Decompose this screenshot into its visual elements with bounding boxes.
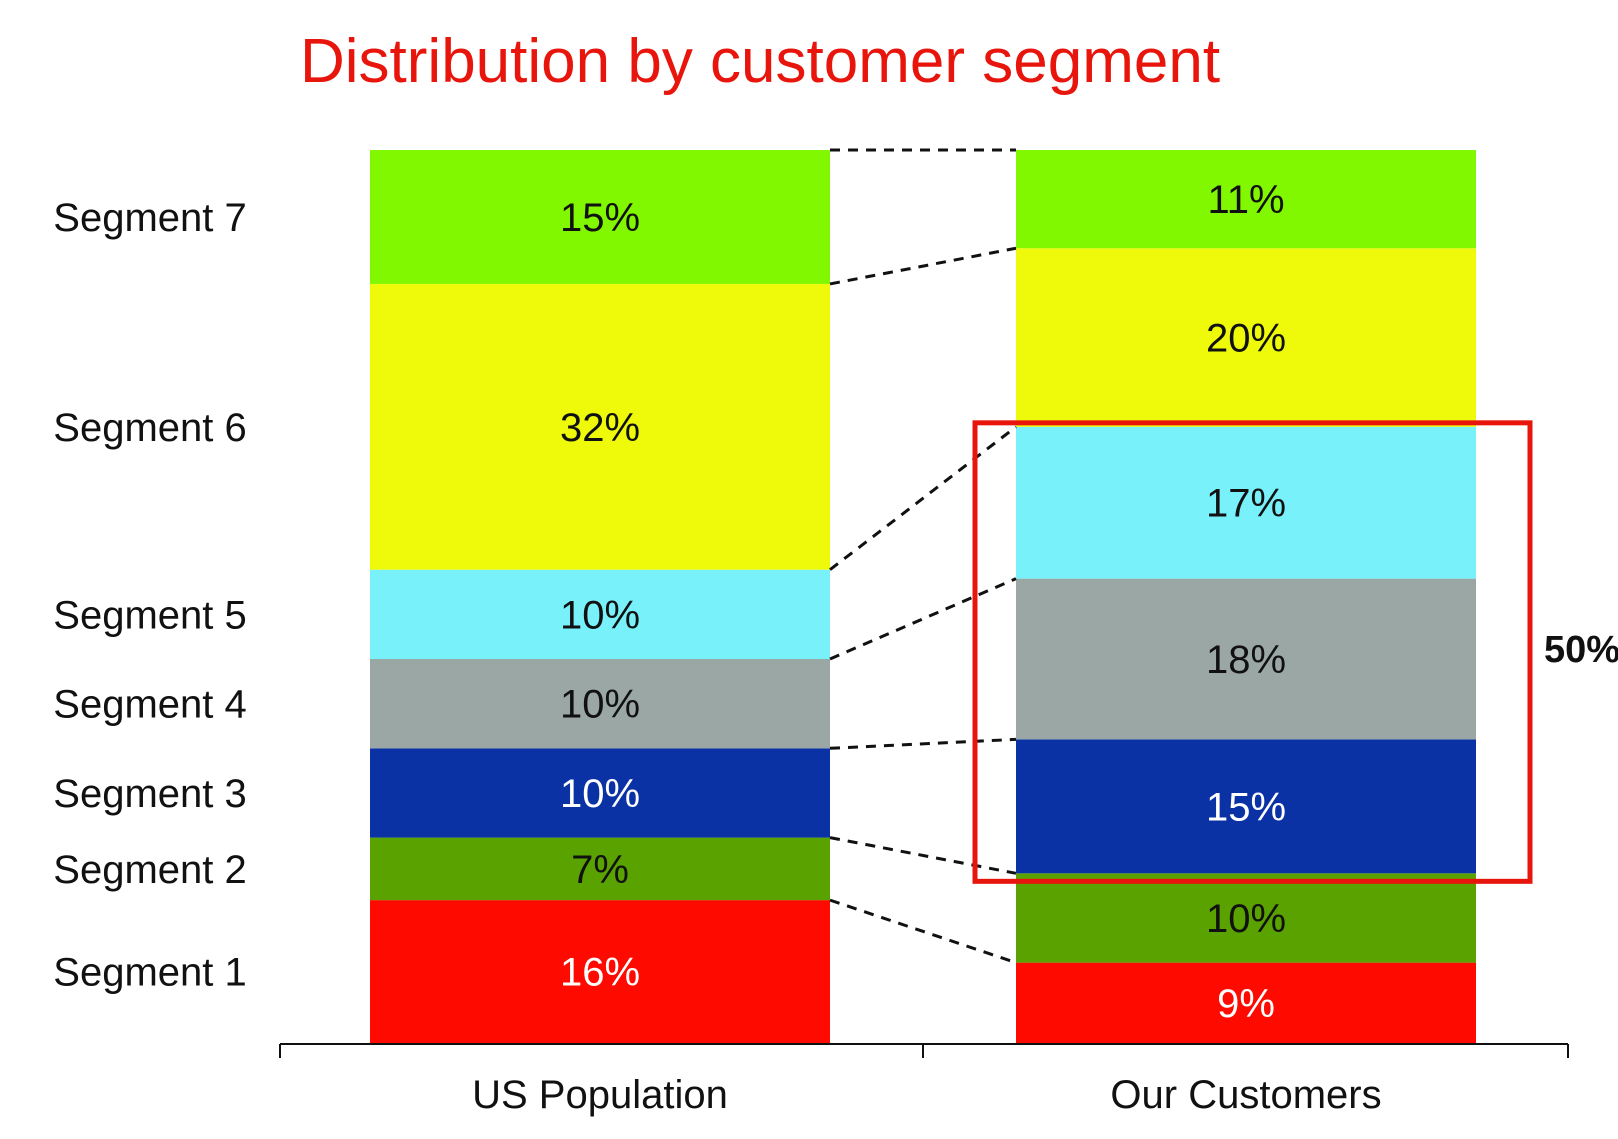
legend-segment-5: Segment 5 <box>53 593 246 637</box>
chart-title: Distribution by customer segment <box>300 27 1220 96</box>
value-label-segment-1-us-population: 16% <box>560 951 640 995</box>
value-label-segment-5-us-population: 10% <box>560 593 640 637</box>
bar-segment-1-our-customers <box>1016 962 1476 1043</box>
bar-segment-7-our-customers <box>1016 150 1476 249</box>
value-label-segment-2-us-population: 7% <box>571 848 629 892</box>
highlight-box <box>972 420 1533 884</box>
bar-segment-1-us-population <box>370 900 830 1043</box>
connector-line-1 <box>829 898 1017 965</box>
bar-segment-5-us-population <box>370 569 830 660</box>
legend-segment-2: Segment 2 <box>53 848 246 892</box>
legend-segment-4: Segment 4 <box>53 683 246 727</box>
connector-line-6 <box>829 246 1017 286</box>
value-label-segment-4-our-customers: 18% <box>1206 638 1286 682</box>
connector-lines <box>829 148 1017 965</box>
category-label-our-customers: Our Customers <box>1110 1073 1381 1117</box>
category-label-us-population: US Population <box>472 1073 728 1117</box>
legend-segment-7: Segment 7 <box>53 196 246 240</box>
bar-segment-6-our-customers <box>1016 248 1476 427</box>
connector-line-2 <box>829 836 1017 875</box>
value-label-segment-6-us-population: 32% <box>560 406 640 450</box>
bar-segment-6-us-population <box>370 283 830 570</box>
connector-line-5 <box>829 425 1017 571</box>
bar-segment-4-our-customers <box>1016 578 1476 740</box>
value-label-segment-4-us-population: 10% <box>560 683 640 727</box>
bar-segment-2-us-population <box>370 837 830 901</box>
bar-segment-7-us-population <box>370 150 830 284</box>
bar-segment-2-our-customers <box>1016 873 1476 963</box>
value-label-segment-7-us-population: 15% <box>560 196 640 240</box>
bar-segment-3-us-population <box>370 748 830 838</box>
value-label-segment-6-our-customers: 20% <box>1206 317 1286 361</box>
value-label-segment-3-our-customers: 15% <box>1206 785 1286 829</box>
value-labels: 16% 9% 7% 10% 10% 15% 10% 18% 10% 17% 32% 20% 15% 11% <box>560 178 1286 1026</box>
bar-segment-3-our-customers <box>1016 739 1476 874</box>
segment-labels: Segment 1 Segment 2 Segment 3 Segment 4 Segm… <box>53 196 246 995</box>
value-label-segment-5-our-customers: 17% <box>1206 482 1286 526</box>
legend-segment-1: Segment 1 <box>53 951 246 995</box>
highlight-total-label: 50% <box>1544 629 1618 671</box>
connector-line-4 <box>829 577 1017 661</box>
bars-layer <box>370 150 1476 1043</box>
bar-segment-4-us-population <box>370 659 830 749</box>
highlight-group: 50% <box>972 420 1618 884</box>
value-label-segment-7-our-customers: 11% <box>1207 178 1284 222</box>
bar-segment-5-our-customers <box>1016 426 1476 579</box>
value-label-segment-1-our-customers: 9% <box>1217 982 1275 1026</box>
x-axis: US Population Our Customers <box>279 1043 1569 1117</box>
value-label-segment-2-our-customers: 10% <box>1206 897 1286 941</box>
legend-segment-6: Segment 6 <box>53 406 246 450</box>
connector-line-3 <box>829 737 1017 750</box>
legend-segment-3: Segment 3 <box>53 772 246 816</box>
value-label-segment-3-us-population: 10% <box>560 772 640 816</box>
